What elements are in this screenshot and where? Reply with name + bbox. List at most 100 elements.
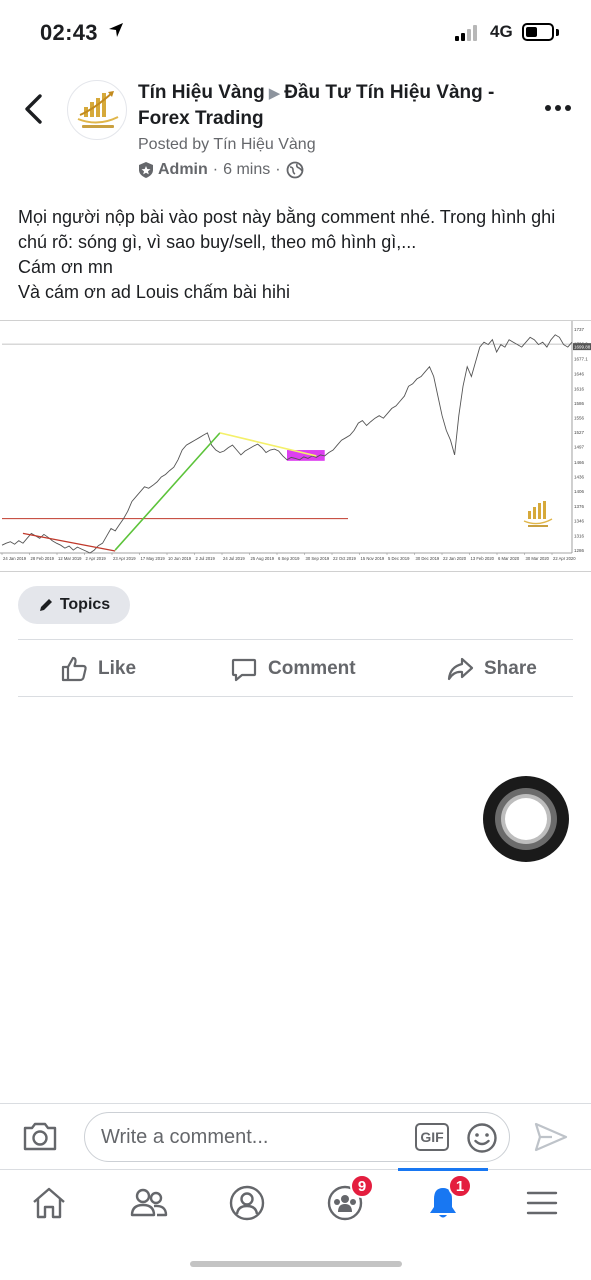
- comment-input[interactable]: [101, 1113, 401, 1161]
- like-button[interactable]: Like: [60, 642, 136, 696]
- post-time[interactable]: 6 mins: [223, 161, 271, 178]
- share-button[interactable]: Share: [446, 642, 537, 696]
- y-tick-label: 1436: [574, 475, 585, 480]
- arrow-right-icon: ▶: [268, 85, 281, 102]
- more-options-icon[interactable]: [543, 100, 573, 114]
- posted-by: Posted by Tín Hiệu Vàng: [138, 136, 316, 153]
- consolidation-zone: [287, 450, 325, 461]
- globe-icon: [286, 161, 303, 179]
- divider-top: [18, 639, 573, 640]
- divider-bottom: [18, 696, 573, 697]
- hamburger-menu-icon: [526, 1191, 558, 1215]
- post-text-line: Mọi người nộp bài vào post này bằng comm…: [18, 207, 556, 252]
- x-tick-label: 17 May 2019: [141, 556, 166, 561]
- x-tick-label: 24 Jan 2019: [3, 556, 27, 561]
- y-tick-label: 1286: [574, 548, 585, 553]
- battery-nub: [556, 29, 559, 36]
- send-icon[interactable]: [534, 1122, 568, 1152]
- like-label: Like: [98, 658, 137, 679]
- group-avatar[interactable]: [67, 80, 127, 140]
- y-tick-label: 1346: [574, 519, 585, 524]
- downtrend-line: [22, 532, 116, 552]
- admin-shield-icon: [139, 162, 153, 178]
- comment-input-wrapper: GIF: [84, 1112, 510, 1162]
- tab-menu[interactable]: [517, 1178, 567, 1228]
- x-tick-label: 6 Mar 2020: [498, 556, 520, 561]
- back-chevron-icon[interactable]: [20, 92, 48, 126]
- x-tick-label: 28 Feb 2019: [31, 556, 55, 561]
- x-tick-label: 15 Nov 2019: [361, 556, 385, 561]
- x-tick-label: 23 Apr 2019: [113, 556, 136, 561]
- comment-label: Comment: [268, 658, 356, 679]
- x-tick-label: 30 Mar 2020: [526, 556, 550, 561]
- x-tick-label: 25 Aug 2019: [251, 556, 275, 561]
- x-tick-label: 30 Dec 2019: [416, 556, 440, 561]
- home-indicator: [190, 1261, 402, 1267]
- post-meta: Admin · 6 mins ·: [138, 159, 304, 181]
- x-tick-label: 22 Apr 2020: [553, 556, 576, 561]
- assistive-touch-button[interactable]: [483, 776, 569, 862]
- x-tick-label: 2 Apr 2019: [86, 556, 107, 561]
- meta-separator: ·: [212, 161, 219, 178]
- tab-notifications[interactable]: 1: [418, 1174, 472, 1228]
- comment-bubble-icon: [231, 658, 257, 682]
- y-tick-label: 1376: [574, 504, 585, 509]
- active-tab-indicator: [398, 1168, 488, 1171]
- tab-home[interactable]: [24, 1178, 74, 1228]
- post-title[interactable]: Tín Hiệu Vàng ▶ Đầu Tư Tín Hiệu Vàng - For…: [138, 80, 533, 131]
- camera-icon[interactable]: [22, 1120, 58, 1152]
- x-tick-label: 13 Feb 2020: [471, 556, 495, 561]
- x-tick-label: 24 Jul 2019: [223, 556, 245, 561]
- target-group-name[interactable]: Đầu Tư Tín Hiệu Vàng - Forex Trading: [138, 82, 495, 129]
- price-chart: 17371706.91677.1164616161586155615271497…: [0, 321, 591, 561]
- post-actions: Like Comment Share: [0, 642, 591, 696]
- admin-label: Admin: [158, 161, 208, 178]
- friends-icon: [130, 1188, 168, 1217]
- emoji-icon[interactable]: [466, 1122, 498, 1154]
- watermark-logo: [523, 501, 553, 527]
- gif-icon[interactable]: GIF: [415, 1123, 449, 1151]
- comment-bar: GIF: [0, 1103, 591, 1169]
- y-tick-label: 1646: [574, 372, 585, 377]
- share-label: Share: [484, 658, 537, 679]
- y-tick-label: 1616: [574, 386, 585, 391]
- groups-icon: [327, 1185, 363, 1221]
- group-name[interactable]: Tín Hiệu Vàng: [138, 82, 265, 103]
- groups-badge: 9: [350, 1174, 374, 1198]
- current-price-label: 1699.88: [574, 345, 591, 350]
- y-tick-label: 1677.1: [574, 356, 588, 361]
- x-tick-label: 30 Sep 2019: [306, 556, 330, 561]
- y-tick-label: 1406: [574, 489, 585, 494]
- y-tick-label: 1586: [574, 401, 585, 406]
- home-icon: [33, 1187, 65, 1219]
- comment-button[interactable]: Comment: [230, 642, 356, 696]
- post-chart-image[interactable]: 17371706.91677.1164616161586155615271497…: [0, 320, 591, 572]
- topics-button[interactable]: Topics: [18, 586, 130, 624]
- y-tick-label: 1527: [574, 430, 585, 435]
- tab-profile[interactable]: [222, 1178, 272, 1228]
- bottom-tab-bar: 9 1: [0, 1168, 591, 1239]
- tab-groups[interactable]: 9: [320, 1174, 374, 1228]
- meta-separator-2: ·: [275, 161, 281, 178]
- post-text: Mọi người nộp bài vào post này bằng comm…: [18, 205, 578, 305]
- thumbs-up-icon: [61, 656, 87, 682]
- tin-hieu-vang-logo-icon: [77, 91, 119, 128]
- tab-friends[interactable]: [123, 1178, 173, 1228]
- y-tick-label: 1737: [574, 327, 585, 332]
- location-arrow-icon: [109, 23, 123, 37]
- notifications-badge: 1: [448, 1174, 472, 1198]
- post-text-line: Cám ơn mn: [18, 257, 113, 277]
- x-tick-label: 6 Sep 2019: [278, 556, 300, 561]
- bell-icon: [430, 1188, 456, 1218]
- status-time: 02:43: [40, 20, 98, 45]
- x-tick-label: 22 Jan 2020: [443, 556, 467, 561]
- x-tick-label: 10 Jun 2019: [168, 556, 192, 561]
- share-arrow-icon: [447, 657, 474, 681]
- x-tick-label: 12 Mar 2019: [58, 556, 82, 561]
- uptrend-line: [114, 432, 221, 551]
- y-tick-label: 1556: [574, 416, 585, 421]
- price-series-line: [1, 334, 573, 554]
- network-type: 4G: [490, 22, 513, 41]
- x-tick-label: 2 Jul 2019: [196, 556, 216, 561]
- x-tick-label: 5 Dec 2019: [388, 556, 410, 561]
